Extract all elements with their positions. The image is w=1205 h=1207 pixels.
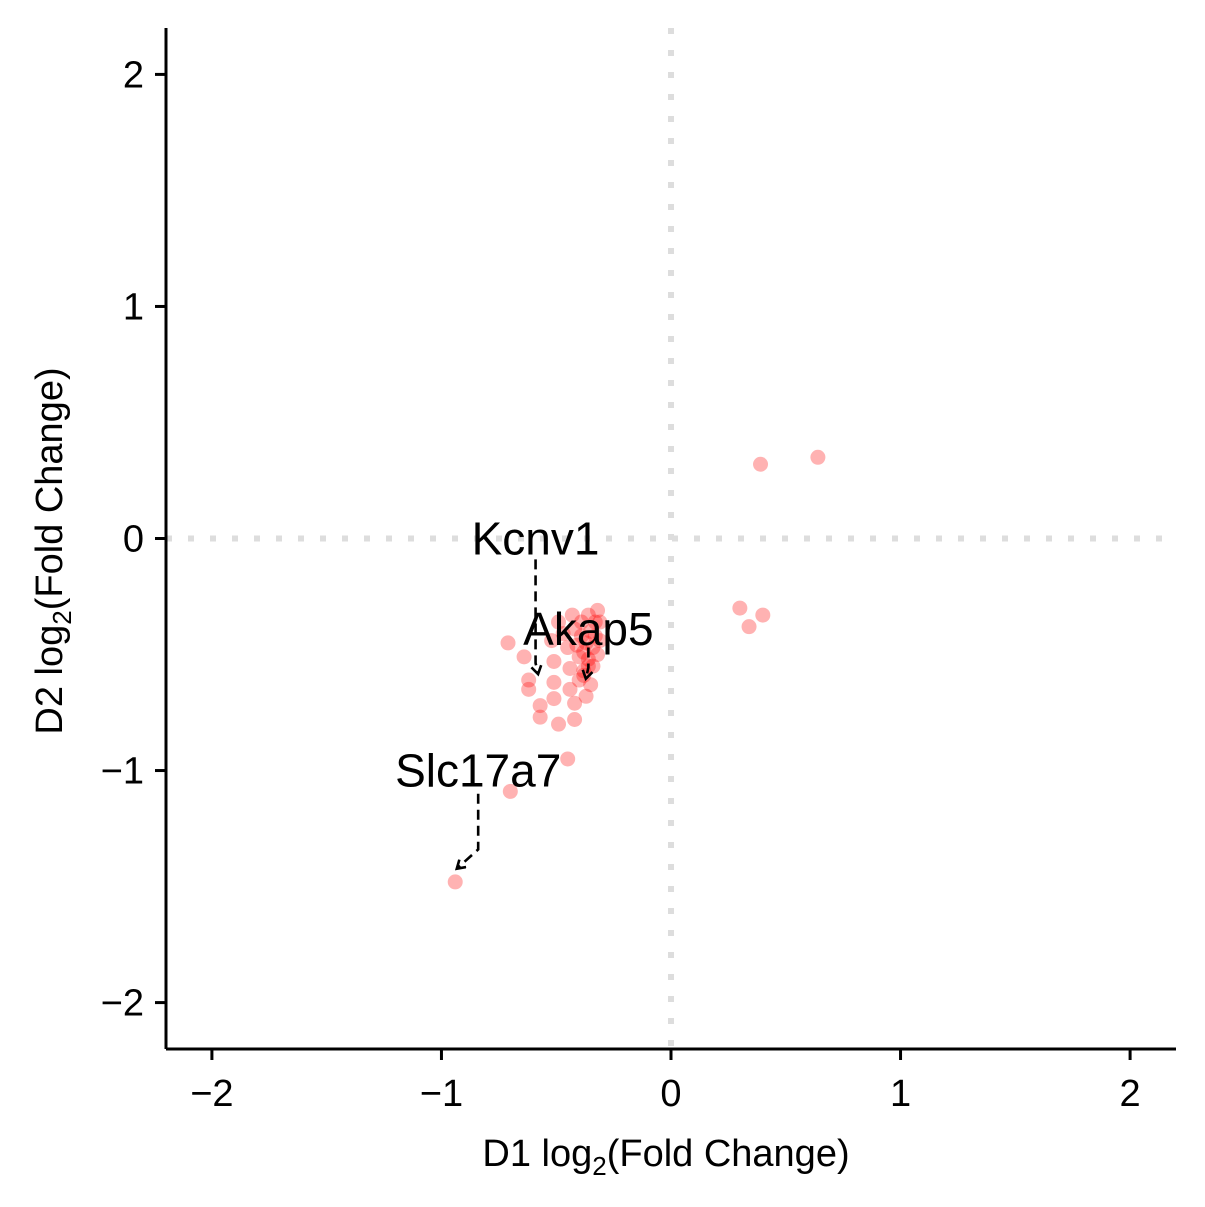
label-slc17a7: Slc17a7 [395, 745, 561, 797]
data-point [578, 688, 594, 704]
data-point [583, 623, 599, 639]
data-point [567, 711, 583, 727]
data-point [580, 651, 596, 667]
y-axis-title-subscript: 2 [47, 610, 77, 624]
data-point [502, 783, 518, 799]
data-point [569, 637, 585, 653]
y-axis-title: D2 log2(Fold Change) [29, 367, 77, 734]
x-axis-title-prefix: D1 log [482, 1133, 592, 1175]
y-tick-label: −1 [101, 751, 144, 793]
y-axis-ticks: −2 −1 0 1 2 [101, 54, 166, 1025]
data-point [810, 449, 826, 465]
data-point [567, 621, 583, 637]
x-axis-ticks: −2 −1 0 1 2 [190, 1049, 1141, 1115]
leader-line-akap5 [586, 647, 588, 678]
data-point [551, 716, 567, 732]
data-point [592, 614, 608, 630]
data-point [562, 681, 578, 697]
data-point [544, 633, 560, 649]
y-tick-label: −2 [101, 983, 144, 1025]
label-akap5: Akap5 [523, 603, 653, 655]
data-point [551, 614, 567, 630]
x-tick-label: 1 [890, 1073, 911, 1115]
data-point [521, 681, 537, 697]
data-point [562, 660, 578, 676]
data-point [555, 626, 571, 642]
data-point [741, 619, 757, 635]
data-point [560, 640, 576, 656]
data-point [500, 635, 516, 651]
data-point [592, 633, 608, 649]
leader-line-kcnv1 [536, 559, 538, 673]
data-point [755, 607, 771, 623]
data-point [546, 653, 562, 669]
data-point [573, 614, 589, 630]
y-tick-label: 0 [123, 519, 144, 561]
y-tick-label: 1 [123, 286, 144, 328]
data-point [590, 647, 606, 663]
x-axis-title-subscript: 2 [592, 1151, 606, 1181]
data-point [546, 674, 562, 690]
data-point [587, 628, 603, 644]
data-point [573, 628, 589, 644]
x-tick-label: −2 [190, 1073, 233, 1115]
data-point [580, 607, 596, 623]
data-point [753, 456, 769, 472]
x-axis-title-suffix: (Fold Change) [607, 1133, 850, 1175]
data-point [732, 600, 748, 616]
y-tick-label: 2 [123, 54, 144, 96]
data-point [532, 709, 548, 725]
x-tick-label: 2 [1120, 1073, 1141, 1115]
data-points [447, 449, 826, 890]
x-tick-label: 0 [660, 1073, 681, 1115]
data-point [578, 635, 594, 651]
reference-lines [166, 28, 1176, 1049]
x-tick-label: −1 [420, 1073, 463, 1115]
data-point [590, 602, 606, 618]
data-point [571, 649, 587, 665]
point-annotations: Kcnv1 Akap5 Slc17a7 [395, 513, 654, 869]
data-point [447, 874, 463, 890]
data-point [532, 698, 548, 714]
x-axis-title: D1 log2(Fold Change) [482, 1133, 849, 1181]
label-kcnv1: Kcnv1 [472, 513, 600, 565]
axes: −2 −1 0 1 2 −2 −1 0 1 2 [101, 28, 1176, 1115]
data-point [564, 607, 580, 623]
data-point [546, 691, 562, 707]
data-point [516, 649, 532, 665]
data-point [560, 751, 576, 767]
y-axis-title-prefix: D2 log [29, 625, 71, 735]
y-axis-title-suffix: (Fold Change) [29, 367, 71, 610]
leader-line-slc17a7 [458, 793, 480, 868]
data-point [587, 614, 603, 630]
data-point [567, 695, 583, 711]
data-point [583, 677, 599, 693]
